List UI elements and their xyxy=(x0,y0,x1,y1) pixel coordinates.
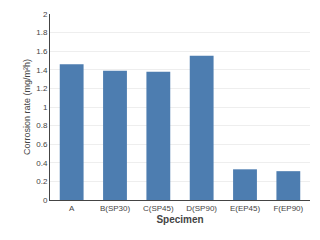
svg-text:Specimen: Specimen xyxy=(156,214,203,225)
svg-text:1.2: 1.2 xyxy=(36,84,48,93)
svg-text:D(SP90): D(SP90) xyxy=(186,204,217,213)
svg-text:0.4: 0.4 xyxy=(36,159,48,168)
svg-text:Corrosion rate (mg/m²h): Corrosion rate (mg/m²h) xyxy=(22,59,32,155)
svg-text:F(EP90): F(EP90) xyxy=(273,204,303,213)
svg-text:0.8: 0.8 xyxy=(36,121,48,130)
svg-text:1.6: 1.6 xyxy=(36,47,48,56)
svg-text:C(SP45): C(SP45) xyxy=(143,204,174,213)
svg-text:E(EP45): E(EP45) xyxy=(230,204,261,213)
svg-text:0.6: 0.6 xyxy=(36,140,48,149)
svg-text:0.2: 0.2 xyxy=(36,177,48,186)
svg-text:0: 0 xyxy=(43,196,48,205)
svg-text:B(SP30): B(SP30) xyxy=(100,204,131,213)
svg-text:2: 2 xyxy=(43,10,48,19)
svg-text:A: A xyxy=(69,204,75,213)
svg-text:1: 1 xyxy=(43,103,48,112)
svg-text:1.8: 1.8 xyxy=(36,28,48,37)
svg-text:1.4: 1.4 xyxy=(36,66,48,75)
